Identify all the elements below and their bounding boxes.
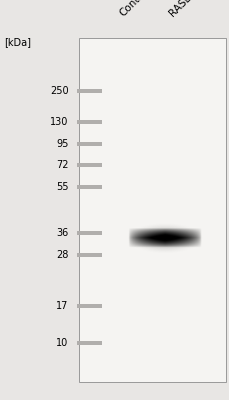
Bar: [77, 89, 102, 93]
Bar: [77, 253, 102, 257]
Text: 36: 36: [57, 228, 69, 238]
Bar: [79, 38, 226, 382]
Bar: [77, 142, 102, 146]
Text: 55: 55: [56, 182, 69, 192]
Bar: [77, 304, 102, 308]
Bar: [77, 163, 102, 167]
Text: 72: 72: [56, 160, 69, 170]
Text: Control: Control: [118, 0, 152, 18]
Text: 130: 130: [50, 117, 69, 127]
Text: 250: 250: [50, 86, 69, 96]
Bar: [77, 120, 102, 124]
Text: 10: 10: [57, 338, 69, 348]
Bar: [77, 342, 102, 346]
Text: RASD2: RASD2: [167, 0, 199, 18]
Bar: [77, 231, 102, 235]
Text: [kDa]: [kDa]: [5, 37, 32, 47]
Text: 28: 28: [56, 250, 69, 260]
Text: 95: 95: [56, 139, 69, 149]
Bar: [77, 185, 102, 189]
Text: 17: 17: [56, 301, 69, 311]
